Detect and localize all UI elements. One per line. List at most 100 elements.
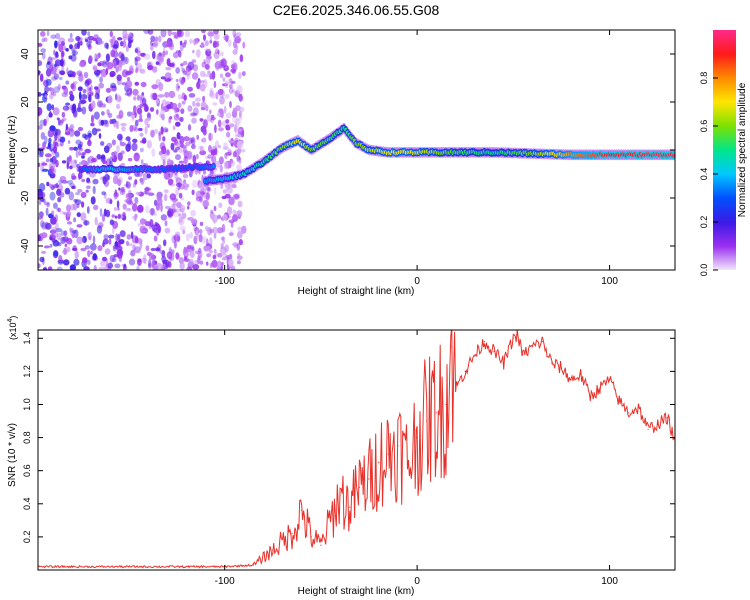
snr-data-point [483,341,486,343]
noise-speckle [99,208,103,217]
noise-speckle [71,50,79,56]
noise-speckle [209,109,212,115]
noise-speckle [187,105,193,112]
noise-speckle [214,140,220,150]
noise-speckle [137,127,143,132]
noise-speckle [162,41,169,48]
noise-speckle [49,165,54,175]
noise-speckle [223,34,230,41]
noise-speckle [198,80,202,84]
noise-speckle [211,70,216,80]
noise-speckle [95,128,102,132]
noise-speckle [86,206,90,214]
noise-speckle [227,206,233,216]
noise-speckle [165,128,168,133]
noise-speckle [113,254,118,258]
noise-speckle [168,77,173,81]
snr-y-tick-label: 1.4 [22,332,32,345]
noise-speckle [143,254,147,262]
noise-speckle [115,120,119,130]
noise-speckle [69,44,73,50]
noise-speckle [175,82,180,92]
noise-speckle [199,229,203,234]
noise-speckle [42,267,47,270]
noise-speckle [191,246,195,252]
noise-speckle [127,139,131,149]
noise-speckle [133,152,140,162]
snr-data-point [127,566,130,568]
noise-speckle [182,173,189,179]
noise-speckle [68,128,75,137]
noise-speckle [236,210,243,218]
noise-speckle [84,80,90,87]
noise-speckle [115,93,118,101]
noise-speckle [45,222,52,230]
noise-speckle [125,80,133,88]
noise-speckle [217,88,224,96]
noise-speckle [158,82,164,91]
noise-speckle [132,216,137,220]
snr-series-layer [38,330,675,569]
snr-data-point [532,346,534,348]
snr-data-point [451,346,453,348]
snr-data-point [368,478,370,480]
noise-speckle [106,175,111,181]
colorbar-tick-label: 0.2 [699,216,709,229]
noise-speckle [222,252,228,260]
noise-speckle [104,248,111,255]
noise-speckle [112,244,118,250]
noise-speckle [137,50,142,57]
noise-speckle [164,78,172,82]
noise-speckle [57,207,61,213]
noise-speckle [228,196,235,206]
noise-speckle [192,107,199,116]
noise-speckle [73,146,78,151]
noise-speckle [69,227,72,233]
noise-speckle [180,79,185,85]
snr-data-point [329,519,332,521]
noise-speckle [164,220,168,227]
colorbar-gradient [713,30,736,270]
noise-speckle [49,110,52,117]
noise-speckle [202,128,207,136]
noise-speckle [91,127,98,136]
noise-speckle [168,171,174,179]
noise-speckle [238,117,243,121]
noise-speckle [209,237,213,246]
noise-speckle [167,30,172,37]
noise-speckle [52,145,58,154]
noise-speckle [229,160,236,164]
noise-speckle [41,192,46,199]
noise-speckle [95,73,100,78]
noise-speckle [192,100,196,107]
noise-speckle [65,123,69,130]
noise-speckle [169,116,173,120]
noise-speckle [142,97,147,106]
noise-speckle [232,151,237,158]
noise-speckle [114,215,118,219]
noise-speckle [76,236,83,245]
noise-speckle [210,116,216,121]
noise-speckle [205,245,211,252]
noise-speckle [78,150,81,156]
noise-speckle [209,228,214,234]
noise-speckle [56,266,63,270]
noise-speckle [157,94,165,98]
noise-speckle [116,145,120,153]
noise-speckle [78,71,82,78]
noise-speckle [150,129,155,138]
snr-data-point [666,417,668,419]
noise-speckle [65,48,69,52]
noise-speckle [106,62,110,72]
noise-speckle [199,260,204,265]
noise-speckle [162,136,166,142]
noise-speckle [199,70,206,78]
noise-speckle [68,125,74,132]
noise-speckle [46,202,50,208]
noise-speckle [43,201,50,206]
noise-speckle [160,203,163,213]
noise-speckle [75,35,81,42]
snr-data-point [349,506,351,508]
noise-speckle [91,100,96,110]
noise-speckle [56,232,62,241]
